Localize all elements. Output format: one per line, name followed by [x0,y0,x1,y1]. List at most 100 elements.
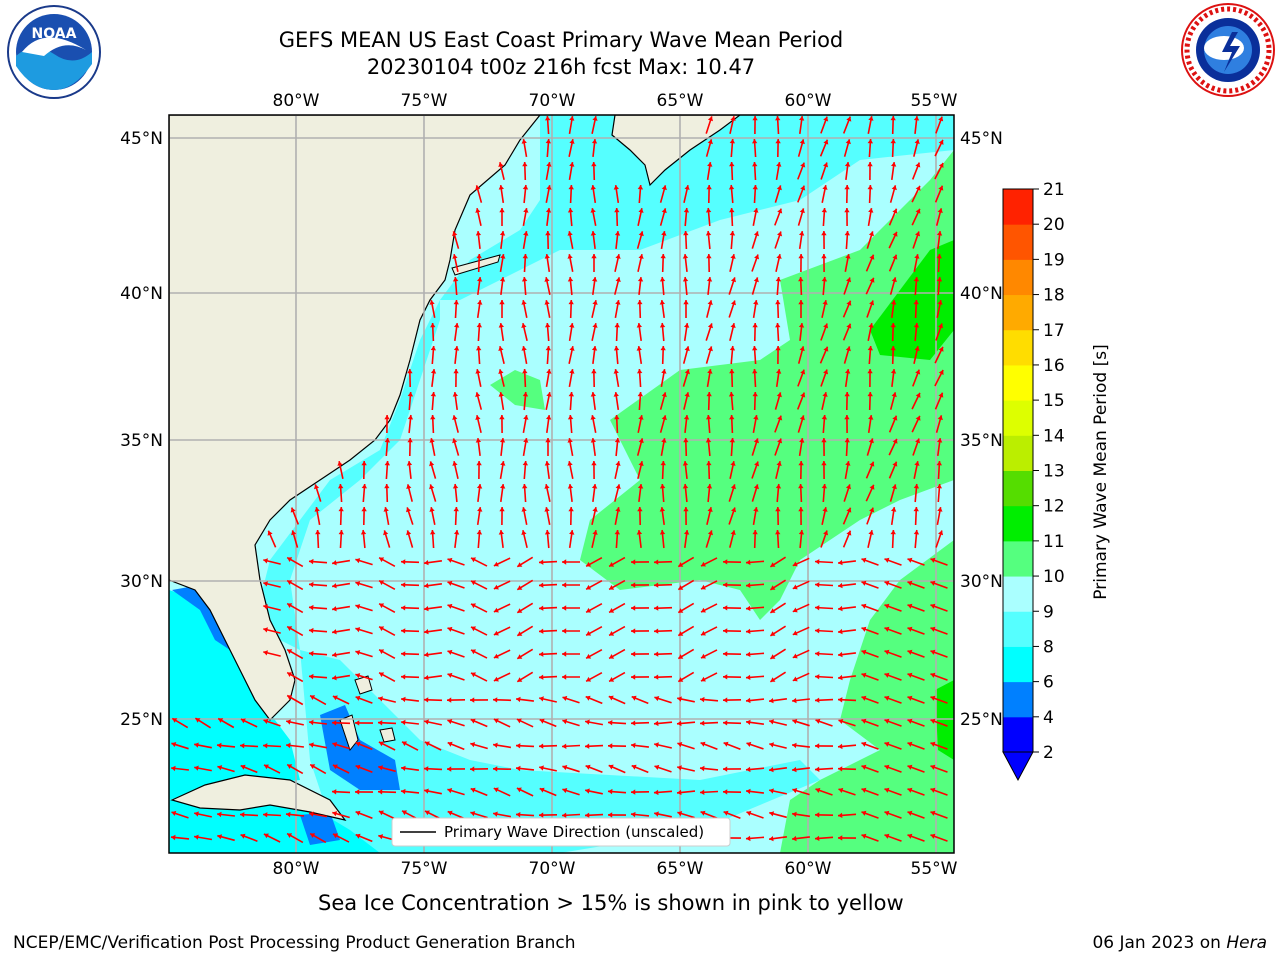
wave-arrow-head [746,810,752,816]
wave-arrow-head [798,461,804,466]
wave-arrow-head [930,787,936,793]
wave-arrow-head [314,484,320,490]
wave-arrow-head [608,695,614,701]
wave-arrow-head [615,277,621,282]
wave-arrow-head [338,507,344,512]
wave-arrow-head [424,629,429,635]
wave-arrow-head [775,484,782,489]
wave-arrow-head [562,695,568,701]
map-subtitle: 20230104 t00z 216h fcst Max: 10.47 [366,55,756,79]
wave-arrow-head [355,833,361,839]
period-zone-blue-cuba [300,812,340,845]
wave-arrow-head [890,116,896,121]
wave-arrow-head [661,185,667,191]
lat-label: 35°N [120,431,163,451]
wave-arrow-head [706,254,712,259]
wave-arrow-head [915,162,921,168]
wave-arrow-head [379,580,385,586]
wave-arrow-head [838,787,844,793]
wave-arrow-head [592,300,598,305]
wave-arrow-head [608,720,613,726]
colorbar-tick-label: 12 [1043,497,1065,517]
wave-arrow-head [938,185,944,191]
wave-arrow-head [545,323,551,328]
wave-arrow-head [452,438,458,444]
wave-arrow-head [475,392,481,398]
wave-arrow-head [838,674,843,681]
wave-arrow-head [355,627,361,633]
wave-arrow-head [798,300,804,305]
wave-arrow-head [913,323,920,328]
wave-arrow-head [752,530,758,535]
wave-arrow-head [913,116,920,121]
wave-arrow-head [770,631,776,636]
wave-arrow-head [493,742,498,748]
wave-arrow-head [838,651,843,658]
wave-arrow-head [752,323,758,328]
wave-arrow-head [287,649,293,654]
wave-arrow-head [263,812,268,818]
wave-arrow-head [907,787,913,793]
wave-arrow-head [585,719,590,725]
period-zone-green-dark [870,240,954,360]
wave-arrow-head [660,346,666,351]
wave-arrow-head [654,764,660,770]
wave-arrow-head [562,719,568,725]
wave-arrow-head [447,810,453,816]
wave-arrow-head [477,300,483,305]
wave-arrow-head [355,581,361,587]
wave-arrow-head [407,415,414,420]
wave-arrow-head [915,185,921,191]
wave-arrow-head [730,254,736,259]
colorbar-segment [1003,224,1033,260]
wave-arrow-head [637,392,643,397]
wave-arrow-head [493,811,498,817]
wave-arrow-head [659,323,666,328]
wave-arrow-head [884,810,890,816]
wave-arrow-head [562,743,567,749]
wave-arrow-head [701,584,706,590]
wave-arrow-head [707,162,713,167]
wave-arrow-head [821,254,827,259]
wave-arrow-head [682,254,689,259]
wave-arrow-head [914,139,920,144]
wave-arrow-head [869,461,875,467]
wave-arrow-head [638,231,644,237]
wave-arrow-head [654,651,659,657]
wave-arrow-head [429,438,435,443]
colorbar-segment [1003,189,1033,225]
wave-arrow-head [654,559,659,565]
wave-arrow-head [869,484,875,490]
wave-arrow-head [499,507,505,512]
wave-arrow-head [792,811,797,817]
wave-arrow-head [290,507,296,513]
wave-arrow-head [447,766,452,772]
colorbar-tick-label: 21 [1043,180,1065,200]
wave-arrow-head [631,789,636,795]
wave-arrow-head [815,787,821,793]
wave-arrow-head [683,300,689,305]
wave-arrow-head [846,507,852,513]
wave-arrow-head [379,626,385,632]
wave-arrow-head [568,392,574,397]
colorbar-label: Primary Wave Mean Period [s] [1091,344,1111,599]
colorbar-tick-label: 10 [1043,567,1065,587]
wave-arrow-head [731,507,737,513]
wave-arrow-head [499,208,505,213]
wave-arrow-head [286,719,291,725]
wave-arrow-head [723,789,728,795]
wave-arrow-head [892,231,898,237]
wave-arrow-head [609,654,615,659]
wave-arrow-head [913,484,920,489]
wave-arrow-head [562,628,567,634]
wave-arrow-head [424,675,429,681]
colorbar-tick-label: 14 [1043,426,1065,446]
wave-arrow-head [429,507,435,512]
wave-arrow-head [822,185,828,190]
wave-arrow-head [752,346,758,351]
wave-arrow-head [636,530,643,535]
wave-arrow-head [684,392,690,397]
wave-arrow-head [838,835,843,841]
wave-arrow-head [890,139,896,144]
